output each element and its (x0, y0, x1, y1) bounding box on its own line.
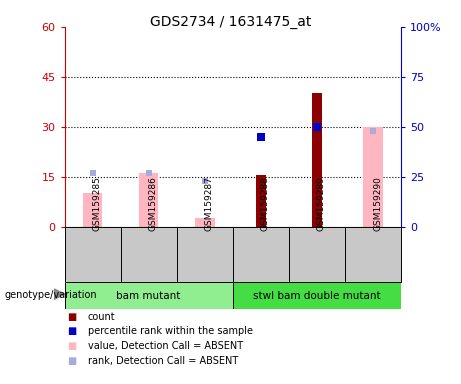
Text: GSM159290: GSM159290 (373, 176, 382, 231)
Text: value, Detection Call = ABSENT: value, Detection Call = ABSENT (88, 341, 242, 351)
Text: rank, Detection Call = ABSENT: rank, Detection Call = ABSENT (88, 356, 238, 366)
Text: percentile rank within the sample: percentile rank within the sample (88, 326, 253, 336)
Bar (65, 282, 233, 309)
Text: GSM159288: GSM159288 (261, 176, 270, 231)
Bar (83, 193, 102, 227)
Text: GSM159286: GSM159286 (148, 176, 158, 231)
Bar (363, 127, 383, 227)
Text: GSM159289: GSM159289 (317, 176, 326, 231)
Text: bam mutant: bam mutant (117, 291, 181, 301)
Bar (195, 218, 214, 227)
Text: ■: ■ (67, 341, 76, 351)
Text: count: count (88, 312, 115, 322)
Bar (312, 93, 322, 227)
Text: GSM159287: GSM159287 (205, 176, 214, 231)
Text: stwl bam double mutant: stwl bam double mutant (253, 291, 381, 301)
Text: GSM159285: GSM159285 (93, 176, 101, 231)
Text: genotype/variation: genotype/variation (5, 290, 97, 300)
Bar (139, 173, 159, 227)
Text: ■: ■ (67, 326, 76, 336)
Text: GDS2734 / 1631475_at: GDS2734 / 1631475_at (150, 15, 311, 29)
Text: ■: ■ (67, 312, 76, 322)
Bar (233, 282, 401, 309)
Polygon shape (54, 289, 65, 299)
Bar (256, 175, 266, 227)
Text: ■: ■ (67, 356, 76, 366)
